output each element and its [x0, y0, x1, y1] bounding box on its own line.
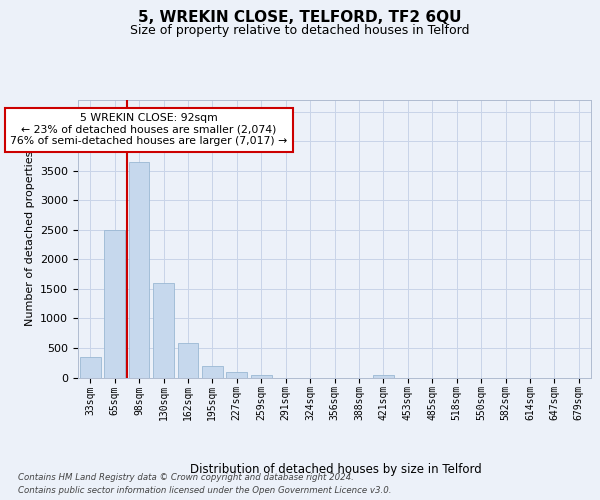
Bar: [153, 283, 174, 378]
Text: 5, WREKIN CLOSE, TELFORD, TF2 6QU: 5, WREKIN CLOSE, TELFORD, TF2 6QU: [138, 10, 462, 25]
Text: Contains HM Land Registry data © Crown copyright and database right 2024.: Contains HM Land Registry data © Crown c…: [18, 472, 354, 482]
Bar: [178, 344, 199, 378]
Bar: [80, 357, 101, 378]
Bar: [373, 374, 394, 378]
Bar: [104, 230, 125, 378]
Bar: [128, 162, 149, 378]
Text: 5 WREKIN CLOSE: 92sqm
← 23% of detached houses are smaller (2,074)
76% of semi-d: 5 WREKIN CLOSE: 92sqm ← 23% of detached …: [10, 113, 287, 146]
Bar: [251, 374, 272, 378]
Bar: [202, 366, 223, 378]
Text: Distribution of detached houses by size in Telford: Distribution of detached houses by size …: [190, 462, 482, 475]
Bar: [226, 372, 247, 378]
Text: Size of property relative to detached houses in Telford: Size of property relative to detached ho…: [130, 24, 470, 37]
Text: Contains public sector information licensed under the Open Government Licence v3: Contains public sector information licen…: [18, 486, 392, 495]
Y-axis label: Number of detached properties: Number of detached properties: [25, 151, 35, 326]
